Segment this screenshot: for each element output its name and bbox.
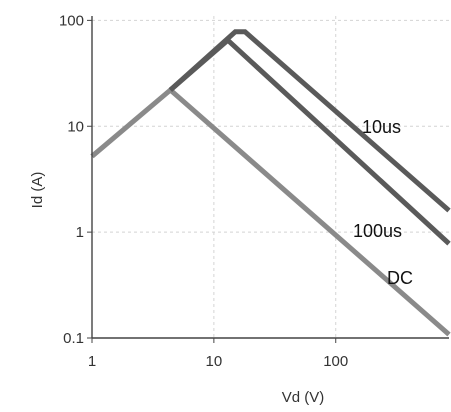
series-label-dc: DC (387, 268, 413, 288)
x-tick-label: 1 (88, 353, 96, 370)
series-lines (90, 29, 451, 337)
series-label-100us: 100us (353, 221, 402, 241)
series-label-10us: 10us (362, 117, 401, 137)
series-line-10us (168, 29, 451, 213)
y-tick-label: 10 (67, 118, 84, 135)
y-tick-label: 0.1 (63, 330, 84, 347)
y-tick-label: 100 (59, 12, 84, 29)
axes (91, 16, 449, 339)
x-axis-title: Vd (V) (282, 389, 325, 406)
x-tick-label: 10 (206, 353, 223, 370)
x-tick-label: 100 (323, 353, 348, 370)
y-tick-label: 1 (76, 224, 84, 241)
y-axis-title: Id (A) (29, 172, 46, 209)
